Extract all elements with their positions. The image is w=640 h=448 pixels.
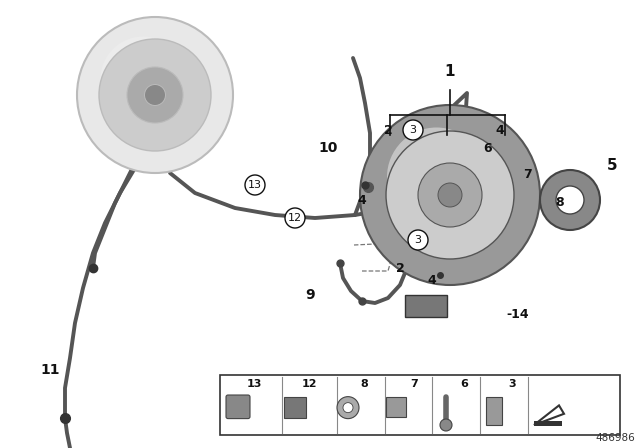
Circle shape	[100, 36, 186, 122]
Circle shape	[386, 131, 514, 259]
Text: 2: 2	[383, 124, 392, 137]
Text: 8: 8	[360, 379, 368, 389]
Text: 13: 13	[248, 180, 262, 190]
Text: -14: -14	[507, 309, 529, 322]
Circle shape	[285, 208, 305, 228]
Text: 4: 4	[428, 273, 436, 287]
Circle shape	[556, 186, 584, 214]
Text: 3: 3	[508, 379, 516, 389]
Bar	[284, 397, 306, 418]
Bar	[220, 375, 620, 435]
Text: 5: 5	[607, 158, 618, 172]
Circle shape	[403, 120, 423, 140]
Circle shape	[145, 85, 166, 105]
Text: 4: 4	[358, 194, 366, 207]
Text: 2: 2	[396, 262, 404, 275]
Circle shape	[418, 163, 482, 227]
Circle shape	[77, 17, 233, 173]
Text: 9: 9	[305, 288, 315, 302]
Circle shape	[408, 230, 428, 250]
Text: 7: 7	[410, 379, 418, 389]
Bar	[386, 397, 406, 417]
Circle shape	[438, 183, 462, 207]
Circle shape	[337, 396, 359, 418]
Text: 7: 7	[523, 168, 531, 181]
Text: 3: 3	[415, 235, 422, 245]
Text: 11: 11	[40, 363, 60, 377]
Circle shape	[387, 128, 486, 227]
Text: 6: 6	[484, 142, 492, 155]
Text: 3: 3	[410, 125, 417, 135]
Text: 4: 4	[495, 124, 504, 137]
Text: 13: 13	[246, 379, 262, 389]
FancyBboxPatch shape	[226, 395, 250, 418]
Circle shape	[343, 403, 353, 413]
Bar	[534, 421, 562, 426]
Circle shape	[360, 105, 540, 285]
Text: 10: 10	[318, 141, 338, 155]
Circle shape	[245, 175, 265, 195]
Circle shape	[440, 419, 452, 431]
Circle shape	[99, 39, 211, 151]
Text: 1: 1	[445, 65, 455, 79]
Text: 12: 12	[301, 379, 317, 389]
Text: 8: 8	[556, 195, 564, 208]
Circle shape	[540, 170, 600, 230]
Circle shape	[127, 67, 183, 123]
Text: 12: 12	[288, 213, 302, 223]
Bar	[486, 397, 502, 425]
Text: 486986: 486986	[595, 433, 635, 443]
Text: 6: 6	[460, 379, 468, 389]
Bar	[405, 295, 447, 317]
